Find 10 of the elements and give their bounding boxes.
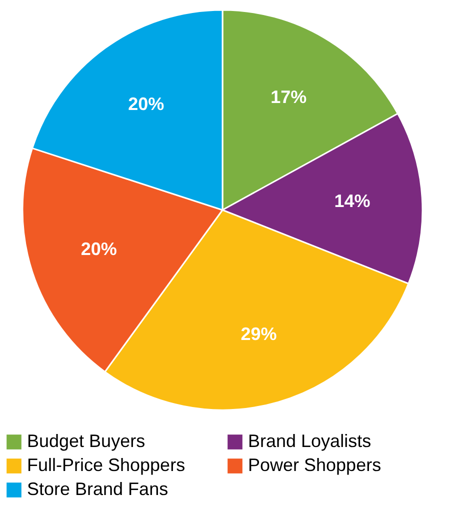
data-label: 14% [334,190,370,211]
data-label: 29% [240,324,277,344]
data-label: 17% [270,87,307,108]
data-label: 20% [80,239,117,260]
legend-label: Store Brand Fans [27,479,168,499]
legend-label: Power Shoppers [248,455,382,475]
legend-label: Brand Loyalists [248,431,372,451]
data-label: 20% [128,94,164,114]
legend-label: Budget Buyers [27,431,146,451]
legend-label: Full-Price Shoppers [27,455,186,475]
